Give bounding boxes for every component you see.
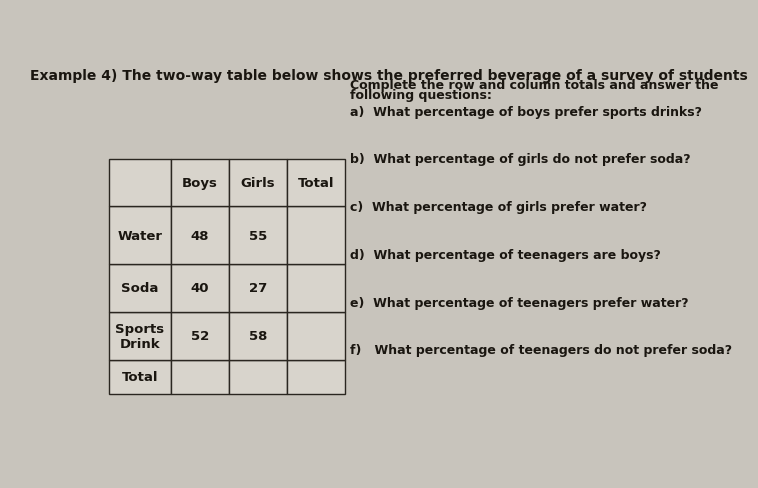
Text: Complete the row and column totals and answer the: Complete the row and column totals and a… xyxy=(350,80,719,92)
Text: 40: 40 xyxy=(190,282,209,295)
Bar xyxy=(108,312,171,360)
Text: 52: 52 xyxy=(191,329,209,343)
Text: Girls: Girls xyxy=(240,177,275,189)
Bar xyxy=(108,264,171,312)
Text: 55: 55 xyxy=(249,229,267,242)
Bar xyxy=(171,159,229,207)
Text: 48: 48 xyxy=(190,229,209,242)
Bar xyxy=(229,207,287,264)
Text: Example 4) The two-way table below shows the preferred beverage of a survey of s: Example 4) The two-way table below shows… xyxy=(30,69,747,83)
Bar xyxy=(171,207,229,264)
Bar xyxy=(287,264,345,312)
Bar xyxy=(108,360,171,394)
Text: Total: Total xyxy=(121,370,158,384)
Bar xyxy=(229,264,287,312)
Text: Soda: Soda xyxy=(121,282,158,295)
Bar xyxy=(108,159,171,207)
Bar xyxy=(287,360,345,394)
Text: f)   What percentage of teenagers do not prefer soda?: f) What percentage of teenagers do not p… xyxy=(350,344,733,357)
Bar xyxy=(229,312,287,360)
Bar xyxy=(171,312,229,360)
Text: e)  What percentage of teenagers prefer water?: e) What percentage of teenagers prefer w… xyxy=(350,296,689,309)
Bar xyxy=(229,360,287,394)
Bar xyxy=(287,207,345,264)
Text: b)  What percentage of girls do not prefer soda?: b) What percentage of girls do not prefe… xyxy=(350,153,691,166)
Text: Total: Total xyxy=(298,177,334,189)
Bar xyxy=(287,159,345,207)
Text: c)  What percentage of girls prefer water?: c) What percentage of girls prefer water… xyxy=(350,201,647,214)
Bar xyxy=(108,207,171,264)
Text: 58: 58 xyxy=(249,329,267,343)
Text: Water: Water xyxy=(117,229,162,242)
Text: Boys: Boys xyxy=(182,177,218,189)
Text: d)  What percentage of teenagers are boys?: d) What percentage of teenagers are boys… xyxy=(350,248,662,262)
Bar xyxy=(229,159,287,207)
Bar xyxy=(171,360,229,394)
Text: following questions:: following questions: xyxy=(350,89,493,102)
Text: 27: 27 xyxy=(249,282,267,295)
Bar xyxy=(171,264,229,312)
Bar xyxy=(287,312,345,360)
Text: Sports
Drink: Sports Drink xyxy=(115,322,164,350)
Text: a)  What percentage of boys prefer sports drinks?: a) What percentage of boys prefer sports… xyxy=(350,105,703,119)
